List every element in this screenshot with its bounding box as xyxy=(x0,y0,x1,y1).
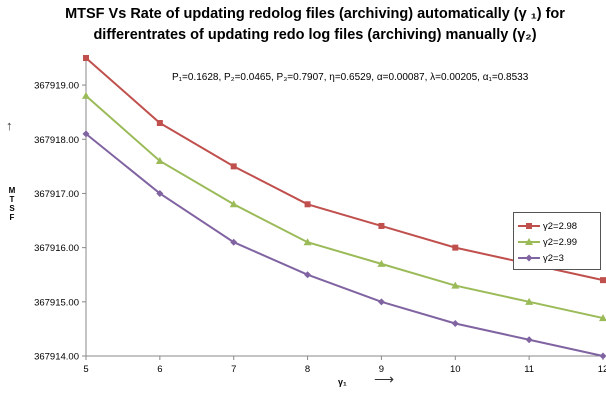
x-tick-label: 12 xyxy=(598,364,606,375)
data-point xyxy=(304,271,312,279)
data-point xyxy=(599,352,606,360)
data-point xyxy=(155,156,164,164)
y-tick-label: 367918.00 xyxy=(34,135,79,146)
x-tick-label: 10 xyxy=(450,364,461,375)
legend-label: γ2=2.99 xyxy=(543,236,578,248)
legend-swatch-icon xyxy=(518,238,540,245)
y-tick-label: 367916.00 xyxy=(34,243,79,254)
parameter-annotation: P₁=0.1628, P₂=0.0465, P₃=0.7907, η=0.652… xyxy=(172,72,529,83)
x-axis-arrow-icon: ⟶ xyxy=(374,371,395,387)
data-point xyxy=(378,222,385,229)
x-tick-label: 6 xyxy=(157,364,162,375)
legend-swatch-marker xyxy=(526,223,532,229)
data-point xyxy=(230,238,238,246)
data-point xyxy=(452,244,459,251)
data-point xyxy=(525,297,534,305)
x-tick-label: 8 xyxy=(305,364,310,375)
x-axis-label: γ₁ xyxy=(338,377,347,387)
y-axis-arrow-icon: ↑ xyxy=(6,118,13,133)
y-axis-label-letter: S xyxy=(9,204,15,213)
chart-legend: γ2=2.98 γ2=2.99 γ2=3 xyxy=(513,212,601,270)
legend-label: γ2=3 xyxy=(543,252,564,264)
y-axis-label-letter: T xyxy=(9,195,15,204)
x-tick-label: 5 xyxy=(83,364,88,375)
x-tick-label: 7 xyxy=(231,364,236,375)
data-point xyxy=(156,189,164,197)
data-point xyxy=(303,238,312,246)
y-axis-label-letter: F xyxy=(9,213,15,222)
data-point xyxy=(229,200,238,208)
legend-item: γ2=3 xyxy=(518,251,564,265)
legend-swatch-icon xyxy=(518,223,540,229)
data-point xyxy=(451,319,459,327)
legend-swatch-marker xyxy=(525,238,533,245)
y-tick-label: 367915.00 xyxy=(34,297,79,308)
data-point xyxy=(600,277,606,284)
y-tick-label: 367914.00 xyxy=(34,352,79,363)
chart-title-line1: MTSF Vs Rate of updating redolog files (… xyxy=(65,6,565,22)
data-point xyxy=(599,314,606,322)
data-point xyxy=(451,281,460,289)
data-point xyxy=(82,91,90,99)
legend-swatch-icon xyxy=(518,254,540,262)
legend-label: γ2=2.98 xyxy=(543,220,578,232)
x-tick-label: 11 xyxy=(524,364,534,375)
data-point xyxy=(525,336,533,344)
legend-item: γ2=2.99 xyxy=(518,235,577,249)
data-point xyxy=(377,259,386,267)
data-point xyxy=(377,298,385,306)
data-point xyxy=(83,55,89,61)
series-2 xyxy=(82,130,606,360)
series-line xyxy=(85,133,604,357)
legend-item: γ2=2.98 xyxy=(518,219,577,233)
chart-title-line2: differentrates of updating redo log file… xyxy=(93,27,537,43)
y-axis-label-letter: M xyxy=(8,186,16,195)
y-tick-label: 367917.00 xyxy=(34,189,79,200)
y-tick-label: 367919.00 xyxy=(34,81,79,92)
data-point xyxy=(156,120,163,127)
legend-swatch-marker xyxy=(525,254,533,262)
data-point xyxy=(82,130,90,138)
x-tick-label: 9 xyxy=(379,364,384,375)
data-point xyxy=(304,201,311,208)
data-point xyxy=(230,163,237,170)
series-1 xyxy=(82,91,606,322)
series-line xyxy=(85,95,604,320)
